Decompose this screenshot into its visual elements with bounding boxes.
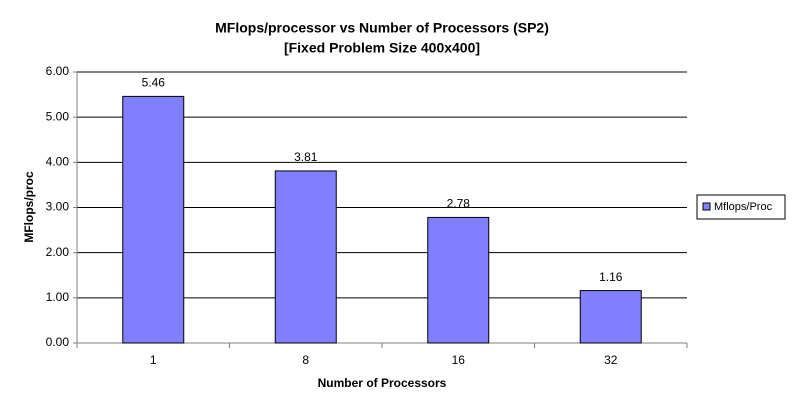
y-tick-label: 3.00 bbox=[46, 200, 70, 214]
legend-label: Mflops/Proc bbox=[714, 201, 773, 213]
data-label: 5.46 bbox=[142, 76, 166, 90]
y-axis-label: MFlops/proc bbox=[22, 171, 36, 243]
y-tick-label: 0.00 bbox=[46, 335, 70, 349]
x-tick-label: 1 bbox=[150, 353, 157, 367]
data-label: 3.81 bbox=[294, 150, 318, 164]
legend-swatch bbox=[702, 202, 711, 211]
data-label: 2.78 bbox=[447, 197, 471, 211]
data-label: 1.16 bbox=[599, 270, 623, 284]
chart-title: MFlops/processor vs Number of Processors… bbox=[215, 20, 549, 36]
bar bbox=[274, 170, 337, 344]
y-tick-label: 4.00 bbox=[46, 155, 70, 169]
y-tick-label: 5.00 bbox=[46, 109, 70, 123]
x-tick-label: 8 bbox=[302, 353, 309, 367]
legend-box bbox=[696, 194, 786, 220]
x-tick-label: 16 bbox=[452, 353, 466, 367]
y-tick-label: 1.00 bbox=[46, 290, 70, 304]
x-tick-label: 32 bbox=[604, 353, 618, 367]
y-tick-label: 2.00 bbox=[46, 245, 70, 259]
chart-subtitle: [Fixed Problem Size 400x400] bbox=[284, 40, 480, 56]
bar bbox=[579, 290, 642, 344]
bar bbox=[122, 95, 185, 344]
y-tick-label: 6.00 bbox=[46, 64, 70, 78]
bar bbox=[427, 216, 490, 344]
x-axis-label: Number of Processors bbox=[318, 376, 447, 390]
